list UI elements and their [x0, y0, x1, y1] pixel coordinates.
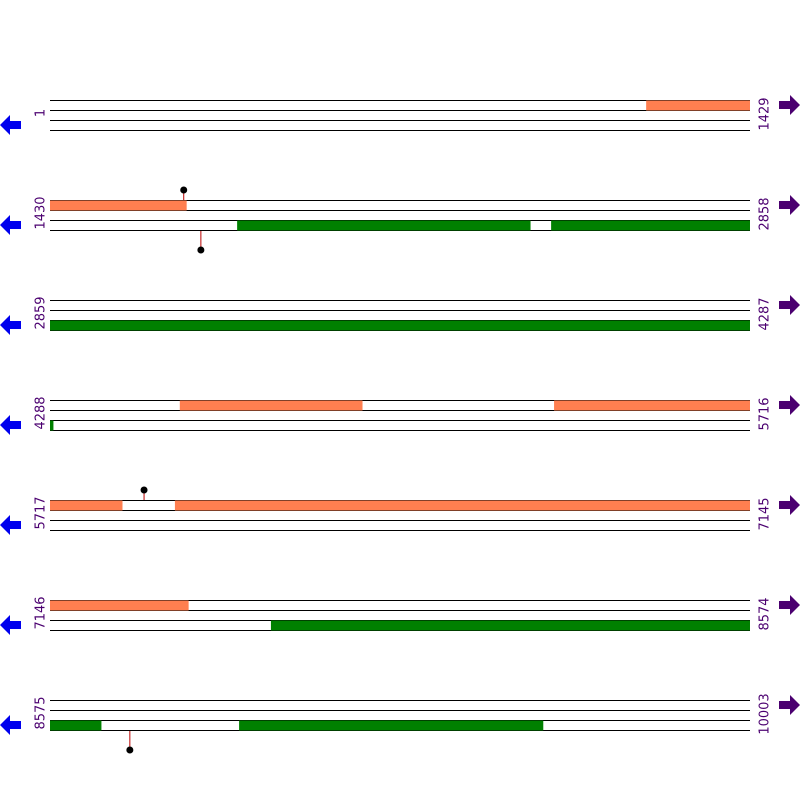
site-dot [180, 186, 188, 194]
reverse-arrow [0, 715, 21, 735]
end-label: 10003 [758, 693, 773, 734]
reverse-feature [50, 320, 750, 331]
reverse-feature [239, 720, 544, 731]
start-label: 5717 [34, 496, 49, 529]
reverse-arrow [0, 215, 21, 235]
forward-feature [554, 400, 750, 411]
start-label: 8575 [34, 696, 49, 729]
reverse-arrow [0, 415, 21, 435]
reverse-feature [551, 220, 750, 231]
end-label: 2858 [758, 197, 773, 230]
reverse-feature [50, 420, 54, 431]
forward-arrow [779, 495, 800, 515]
forward-arrow [779, 595, 800, 615]
site-dot [140, 486, 148, 494]
reverse-arrow [0, 115, 21, 135]
forward-feature [50, 500, 123, 511]
forward-feature [50, 200, 187, 211]
reverse-feature [237, 220, 531, 231]
site-dot [197, 246, 205, 254]
end-label: 1429 [758, 97, 773, 130]
sequence-row: 7146 8574 [0, 595, 800, 635]
reverse-arrow [0, 515, 21, 535]
start-label: 1 [34, 109, 49, 117]
reverse-feature [270, 620, 750, 631]
forward-arrow [779, 295, 800, 315]
sequence-row: 2859 4287 [0, 295, 800, 335]
sequence-row: 1430 2858 [0, 186, 800, 254]
start-label: 1430 [34, 196, 49, 229]
sequence-row: 1 1429 [0, 95, 800, 135]
forward-feature [50, 600, 189, 611]
sequence-row: 8575 10003 [0, 693, 800, 754]
sequence-row: 4288 5716 [0, 395, 800, 435]
reverse-arrow [0, 315, 21, 335]
end-label: 7145 [758, 497, 773, 530]
start-label: 4288 [34, 396, 49, 429]
forward-feature [179, 400, 363, 411]
forward-arrow [779, 95, 800, 115]
end-label: 4287 [758, 297, 773, 330]
reverse-feature [50, 720, 102, 731]
start-label: 2859 [34, 296, 49, 329]
forward-arrow [779, 195, 800, 215]
sequence-row: 5717 7145 [0, 486, 800, 535]
forward-feature [174, 500, 750, 511]
end-label: 5716 [758, 397, 773, 430]
site-dot [126, 746, 134, 754]
reverse-arrow [0, 615, 21, 635]
forward-feature [646, 100, 750, 111]
start-label: 7146 [34, 596, 49, 629]
forward-arrow [779, 395, 800, 415]
forward-arrow [779, 695, 800, 715]
end-label: 8574 [758, 597, 773, 630]
